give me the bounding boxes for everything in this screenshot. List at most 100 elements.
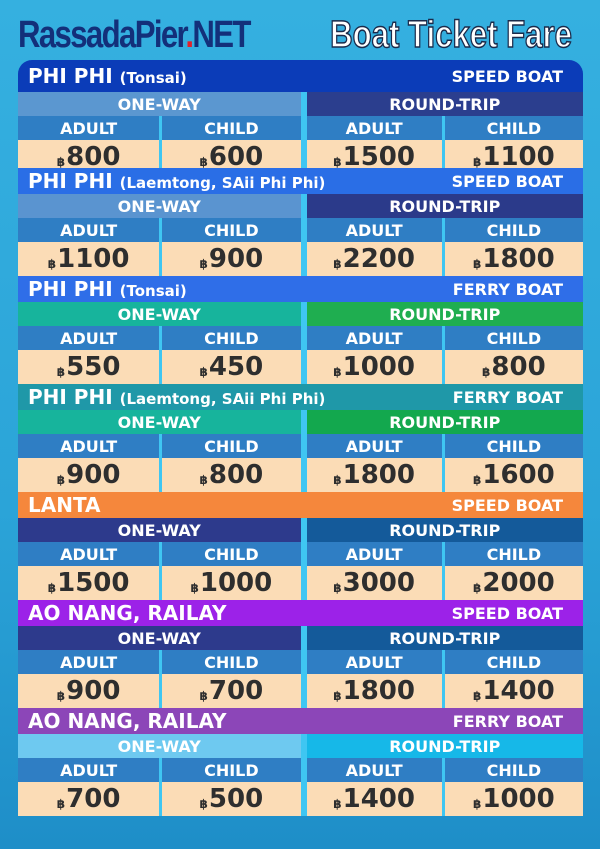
baht-icon: ฿ (333, 155, 342, 169)
price-round-trip-adult: ฿ 1000 (300, 350, 442, 384)
baht-icon: ฿ (199, 155, 208, 169)
price-one-way-child: ฿ 500 (159, 782, 301, 816)
adult-label: ADULT (300, 218, 442, 242)
one-way-header: ONE-WAY (18, 194, 301, 218)
round-trip-header: ROUND-TRIP (300, 194, 583, 218)
baht-icon: ฿ (56, 797, 66, 811)
adult-label: ADULT (18, 434, 160, 458)
fare-section: PHI PHI (Tonsai) FERRY BOAT ONE-WAY ROUN… (18, 276, 583, 384)
adult-label: ADULT (18, 116, 160, 140)
price-value: 1500 (342, 142, 415, 172)
baht-icon: ฿ (473, 155, 482, 169)
one-way-header: ONE-WAY (18, 734, 301, 758)
baht-icon: ฿ (56, 365, 66, 379)
price-value: 1100 (57, 244, 130, 274)
section-header: PHI PHI (Laemtong, SAii Phi Phi) FERRY B… (18, 384, 583, 410)
price-value: 500 (208, 784, 264, 814)
adult-label: ADULT (300, 542, 442, 566)
round-trip-header: ROUND-TRIP (300, 92, 583, 116)
route-label: PHI PHI (28, 385, 113, 409)
child-label: CHILD (159, 326, 301, 350)
route-subtitle: (Laemtong, SAii Phi Phi) (119, 174, 326, 192)
fare-section: PHI PHI (Laemtong, SAii Phi Phi) FERRY B… (18, 384, 583, 492)
child-label: CHILD (441, 116, 583, 140)
baht-icon: ฿ (482, 365, 491, 379)
price-one-way-adult: ฿ 700 (18, 782, 160, 816)
child-label: CHILD (159, 218, 301, 242)
baht-icon: ฿ (56, 155, 66, 169)
route-label: AO NANG, RAILAY (28, 709, 227, 733)
baht-icon: ฿ (333, 581, 342, 595)
price-one-way-child: ฿ 800 (159, 458, 301, 492)
route-subtitle: (Laemtong, SAii Phi Phi) (119, 390, 326, 408)
one-way-header: ONE-WAY (18, 518, 301, 542)
price-value: 550 (66, 352, 121, 382)
child-label: CHILD (159, 650, 301, 674)
route-subtitle: (Tonsai) (119, 282, 187, 300)
price-value: 1800 (342, 676, 415, 706)
price-one-way-child: ฿ 450 (159, 350, 301, 384)
baht-icon: ฿ (56, 689, 66, 703)
baht-icon: ฿ (56, 473, 66, 487)
route-name: AO NANG, RAILAY (28, 601, 227, 625)
baht-icon: ฿ (199, 689, 208, 703)
page-title: Boat Ticket Fare (330, 13, 573, 57)
child-label: CHILD (441, 758, 583, 782)
price-value: 3000 (342, 568, 415, 598)
baht-icon: ฿ (333, 365, 342, 379)
baht-icon: ฿ (199, 257, 208, 271)
baht-icon: ฿ (199, 797, 208, 811)
price-value: 600 (208, 142, 264, 172)
one-way-header: ONE-WAY (18, 302, 301, 326)
baht-icon: ฿ (47, 581, 57, 595)
fare-section: AO NANG, RAILAY SPEED BOAT ONE-WAY ROUND… (18, 600, 583, 708)
price-value: 900 (66, 676, 121, 706)
baht-icon: ฿ (199, 365, 208, 379)
round-trip-header: ROUND-TRIP (300, 518, 583, 542)
price-value: 1000 (342, 352, 415, 382)
price-value: 900 (66, 460, 121, 490)
boat-type: FERRY BOAT (452, 711, 563, 731)
boat-type: SPEED BOAT (451, 603, 563, 623)
fare-table: PHI PHI (Tonsai) SPEED BOAT ONE-WAY ROUN… (18, 60, 583, 816)
adult-label: ADULT (300, 650, 442, 674)
price-round-trip-child: ฿ 1800 (441, 242, 583, 276)
boat-type: FERRY BOAT (452, 279, 563, 299)
route-name: PHI PHI (Tonsai) (28, 277, 187, 301)
round-trip-header: ROUND-TRIP (300, 626, 583, 650)
boat-type: SPEED BOAT (451, 495, 563, 515)
price-value: 1400 (482, 676, 555, 706)
logo-tld: NET (192, 14, 251, 56)
adult-label: ADULT (18, 650, 160, 674)
fare-section: PHI PHI (Laemtong, SAii Phi Phi) SPEED B… (18, 168, 583, 276)
route-name: PHI PHI (Tonsai) (28, 64, 187, 88)
adult-label: ADULT (18, 542, 160, 566)
price-one-way-adult: ฿ 1100 (18, 242, 160, 276)
price-value: 1000 (199, 568, 273, 598)
section-header: PHI PHI (Tonsai) FERRY BOAT (18, 276, 583, 302)
section-header: LANTA SPEED BOAT (18, 492, 583, 518)
adult-label: ADULT (18, 218, 160, 242)
child-label: CHILD (159, 758, 301, 782)
price-value: 1800 (342, 460, 415, 490)
round-trip-header: ROUND-TRIP (300, 302, 583, 326)
child-label: CHILD (441, 434, 583, 458)
price-one-way-child: ฿ 700 (159, 674, 301, 708)
price-round-trip-adult: ฿ 1800 (300, 674, 442, 708)
price-value: 1100 (482, 142, 555, 172)
route-name: PHI PHI (Laemtong, SAii Phi Phi) (28, 169, 325, 193)
price-value: 1600 (482, 460, 555, 490)
baht-icon: ฿ (473, 797, 482, 811)
baht-icon: ฿ (199, 473, 208, 487)
route-name: PHI PHI (Laemtong, SAii Phi Phi) (28, 385, 325, 409)
route-label: PHI PHI (28, 64, 113, 88)
price-round-trip-child: ฿ 800 (441, 350, 583, 384)
one-way-header: ONE-WAY (18, 92, 301, 116)
price-value: 700 (208, 676, 264, 706)
route-label: AO NANG, RAILAY (28, 601, 227, 625)
section-header: PHI PHI (Laemtong, SAii Phi Phi) SPEED B… (18, 168, 583, 194)
one-way-header: ONE-WAY (18, 410, 301, 434)
baht-icon: ฿ (333, 257, 342, 271)
price-value: 450 (208, 352, 264, 382)
baht-icon: ฿ (473, 473, 482, 487)
